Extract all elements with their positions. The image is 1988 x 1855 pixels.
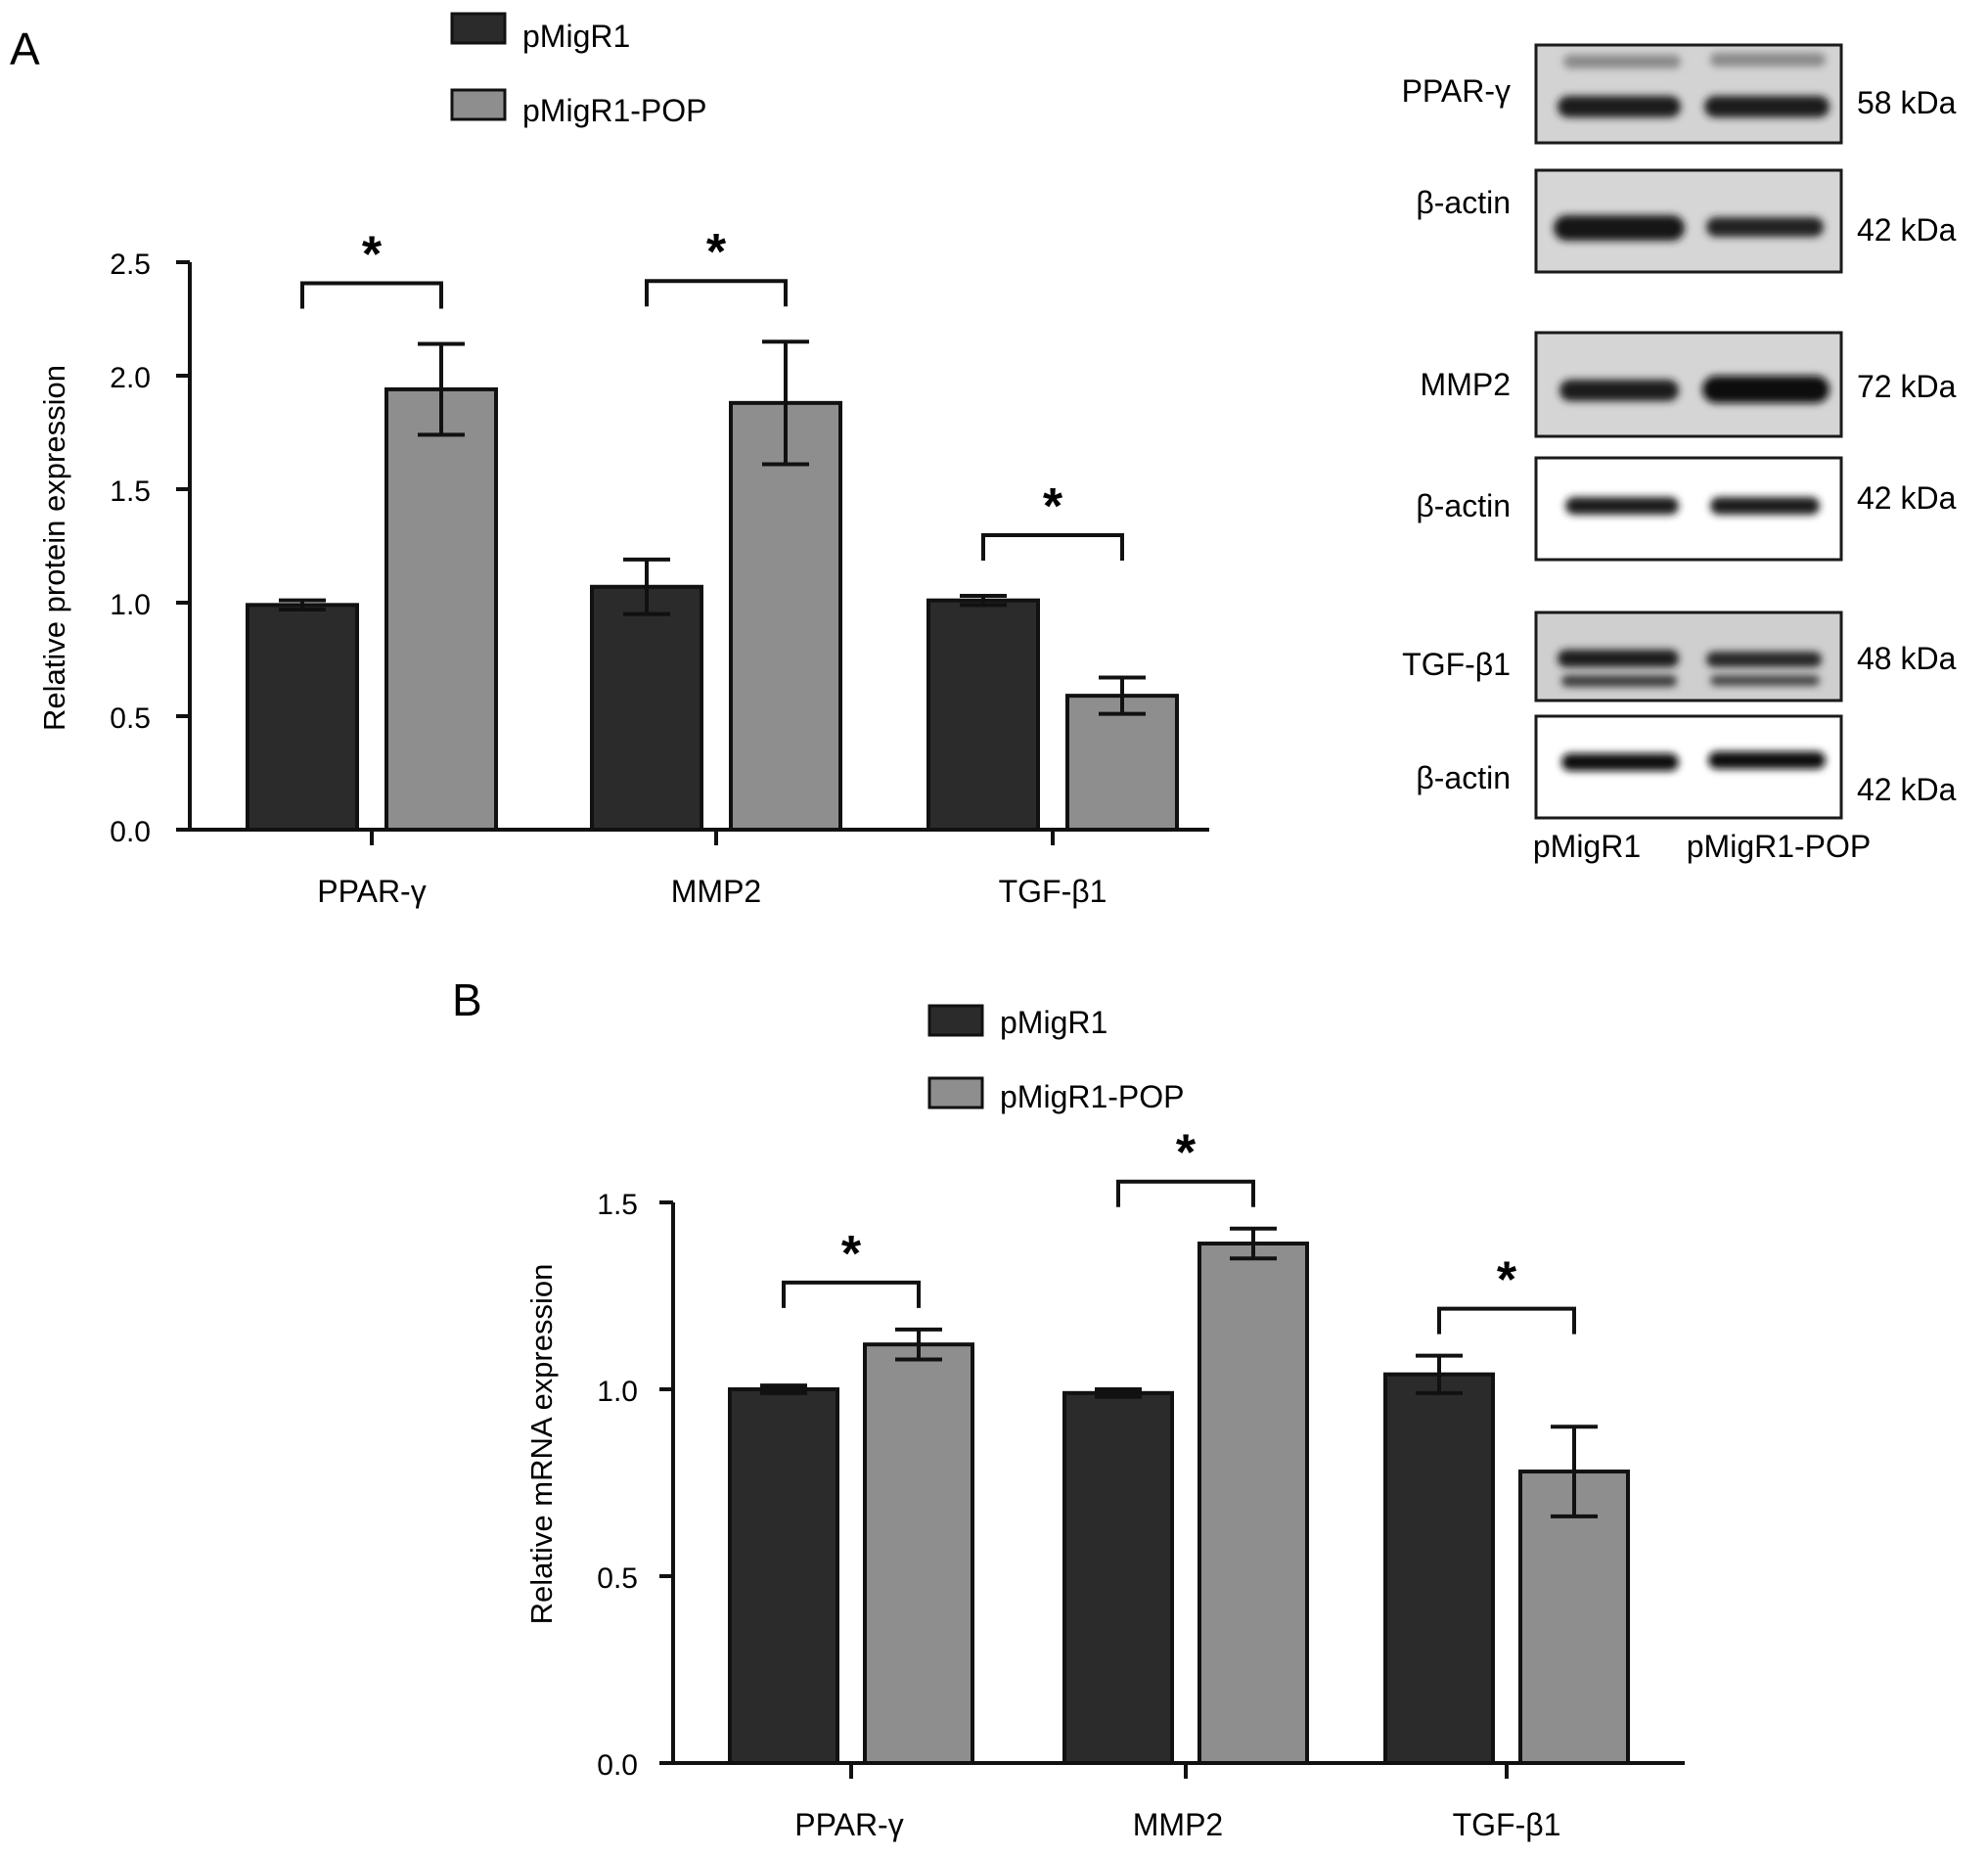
chart-b-xlabel-ppar: PPAR-γ bbox=[794, 1807, 903, 1842]
significance-bracket bbox=[782, 1280, 921, 1308]
significance-bracket bbox=[981, 533, 1124, 562]
western-blot-panel: PPAR-γ β-actin MMP2 β-actin TGF-β1 β-act… bbox=[1402, 43, 1957, 864]
blot-box-ppar bbox=[1534, 43, 1843, 145]
chart-a-ytick-4: 2.0 bbox=[110, 362, 151, 394]
blot-box-actin-3 bbox=[1534, 714, 1843, 820]
chart-a-xlabel-ppar: PPAR-γ bbox=[317, 874, 426, 909]
significance-star: * bbox=[1497, 1252, 1517, 1309]
chart-b-xlabel-tgf: TGF-β1 bbox=[1453, 1807, 1561, 1842]
panel-a-label: A bbox=[10, 23, 40, 74]
legend-b-swatch-pop bbox=[927, 1076, 984, 1109]
legend-b-swatch-pmigr1 bbox=[927, 1004, 984, 1037]
significance-star: * bbox=[362, 227, 383, 284]
blot-label-actin-1: β-actin bbox=[1416, 185, 1511, 220]
blot-lane-pmigr1: pMigR1 bbox=[1533, 829, 1641, 864]
significance-bracket bbox=[645, 279, 788, 307]
chart-b-ytick-0: 0.0 bbox=[597, 1749, 638, 1782]
significance-star: * bbox=[1176, 1125, 1197, 1182]
bar-pop bbox=[863, 1342, 974, 1766]
legend-a-swatch-pmigr1 bbox=[450, 12, 507, 45]
blot-kda-actin-1: 42 kDa bbox=[1857, 212, 1957, 248]
chart-b-mrna-expression: pMigR1 pMigR1-POP Relative mRNA expressi… bbox=[524, 1004, 1685, 1842]
bar-pop bbox=[1197, 1242, 1309, 1765]
bar-pmigr1 bbox=[1383, 1372, 1495, 1765]
chart-b-xlabel-mmp2: MMP2 bbox=[1133, 1807, 1223, 1842]
blot-kda-actin-2: 42 kDa bbox=[1857, 480, 1957, 516]
chart-a-ytick-2: 1.0 bbox=[110, 589, 151, 621]
bar-pmigr1 bbox=[728, 1387, 839, 1765]
blot-kda-tgf: 48 kDa bbox=[1857, 641, 1957, 676]
panel-b-label: B bbox=[452, 974, 482, 1025]
blot-kda-actin-3: 42 kDa bbox=[1857, 772, 1957, 807]
bar-pop bbox=[384, 386, 498, 832]
legend-a-label-pop: pMigR1-POP bbox=[522, 93, 707, 128]
legend-a-label-pmigr1: pMigR1 bbox=[522, 19, 630, 54]
blot-box-mmp2 bbox=[1534, 331, 1843, 438]
bar-pmigr1 bbox=[246, 603, 359, 832]
chart-a-protein-expression: pMigR1 pMigR1-POP Relative protein expre… bbox=[37, 12, 1209, 909]
blot-label-actin-3: β-actin bbox=[1416, 760, 1511, 795]
significance-star: * bbox=[841, 1226, 862, 1283]
chart-b-ylabel: Relative mRNA expression bbox=[524, 1264, 559, 1625]
significance-bracket bbox=[1116, 1179, 1255, 1207]
blot-kda-mmp2: 72 kDa bbox=[1857, 369, 1957, 404]
blot-label-ppar: PPAR-γ bbox=[1402, 73, 1511, 109]
bar-pop bbox=[1065, 694, 1179, 832]
significance-star: * bbox=[706, 224, 727, 281]
chart-a-ylabel: Relative protein expression bbox=[37, 365, 71, 731]
blot-box-tgf bbox=[1534, 611, 1843, 702]
chart-a-ytick-1: 0.5 bbox=[110, 702, 151, 735]
chart-b-ytick-2: 1.0 bbox=[597, 1376, 638, 1408]
chart-a-xlabel-tgf: TGF-β1 bbox=[999, 874, 1107, 909]
bar-pop bbox=[729, 400, 842, 832]
significance-bracket bbox=[300, 281, 443, 309]
blot-label-tgf: TGF-β1 bbox=[1402, 647, 1511, 682]
legend-b-label-pop: pMigR1-POP bbox=[1000, 1079, 1185, 1114]
blot-lane-pop: pMigR1-POP bbox=[1687, 829, 1872, 864]
bar-pmigr1 bbox=[926, 598, 1040, 832]
bar-pop bbox=[1518, 1470, 1630, 1766]
blot-label-actin-2: β-actin bbox=[1416, 488, 1511, 523]
blot-label-mmp2: MMP2 bbox=[1421, 367, 1511, 402]
chart-a-xlabel-mmp2: MMP2 bbox=[671, 874, 761, 909]
blot-box-actin-2 bbox=[1534, 456, 1843, 562]
legend-b-label-pmigr1: pMigR1 bbox=[1000, 1005, 1107, 1040]
chart-a-ytick-3: 1.5 bbox=[110, 475, 151, 508]
chart-b-ytick-3: 1.5 bbox=[597, 1189, 638, 1221]
bar-pmigr1 bbox=[1062, 1390, 1174, 1765]
bar-pmigr1 bbox=[590, 584, 703, 833]
chart-a-ytick-0: 0.0 bbox=[110, 816, 151, 848]
blot-kda-ppar: 58 kDa bbox=[1857, 85, 1957, 120]
significance-bracket bbox=[1437, 1306, 1576, 1335]
chart-a-ytick-5: 2.5 bbox=[110, 249, 151, 281]
blot-box-actin-1 bbox=[1534, 168, 1843, 274]
chart-b-ytick-1: 0.5 bbox=[597, 1562, 638, 1595]
legend-a-swatch-pop bbox=[450, 88, 507, 121]
significance-star: * bbox=[1043, 478, 1063, 535]
